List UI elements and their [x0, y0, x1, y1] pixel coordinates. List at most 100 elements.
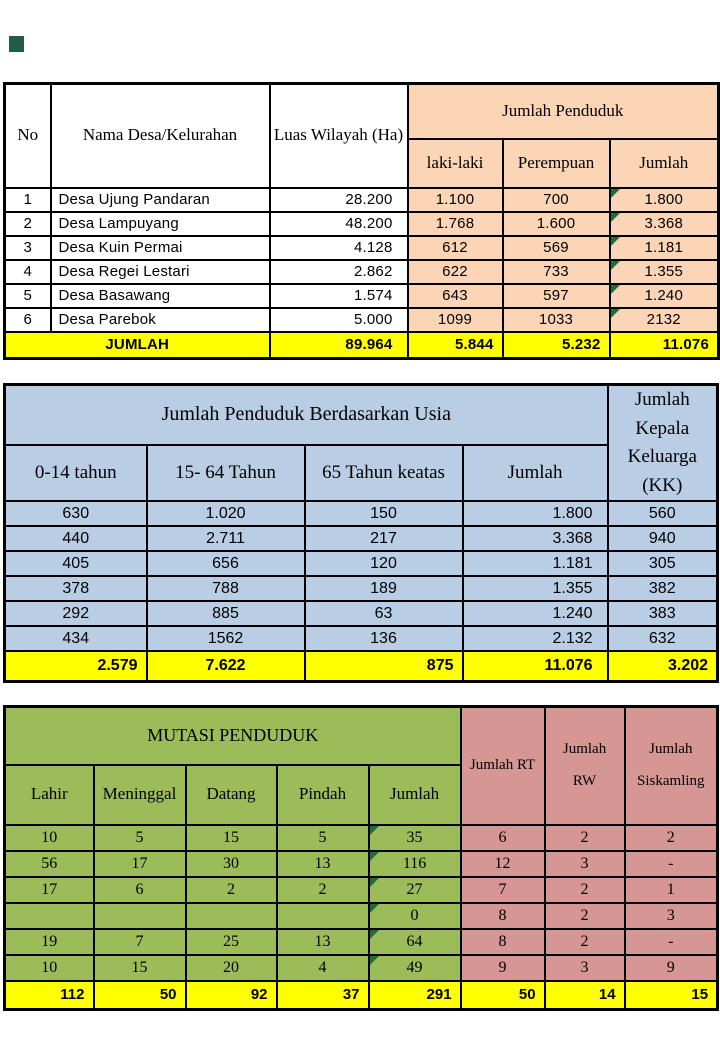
table-row: 630 1.020 150 1.800 560 [3, 500, 719, 527]
cell-born: 17 [3, 875, 95, 904]
table-row: 2 Desa Lampuyang 48.200 1.768 1.600 3.36… [3, 210, 720, 237]
table-row: 0 8 2 3 [3, 901, 719, 930]
cell-mutation-total: 116 [367, 849, 462, 878]
total-family-heads: 3.202 [606, 650, 719, 682]
cell-died: 5 [92, 823, 187, 852]
error-indicator-icon [611, 261, 620, 270]
header-village-name: Nama Desa/Kelurahan [49, 82, 271, 189]
cell-male: 612 [406, 234, 504, 261]
cell-rw: 2 [543, 901, 626, 930]
cell-siskamling: 1 [623, 875, 719, 904]
total-row: 112 50 92 37 291 50 14 15 [3, 979, 719, 1011]
table-row: 4 Desa Regei Lestari 2.862 622 733 1.355 [3, 258, 720, 285]
table-header-row: MUTASI PENDUDUK Jumlah RT Jumlah RW Juml… [3, 705, 719, 826]
cell-age-15-64: 1562 [145, 625, 306, 652]
header-age-65-plus: 65 Tahun keatas [303, 443, 464, 503]
cell-moved: 13 [275, 927, 370, 956]
table-row: 440 2.711 217 3.368 940 [3, 525, 719, 552]
cell-age-15-64: 885 [145, 600, 306, 627]
cell-moved: 5 [275, 823, 370, 852]
table-row: 378 788 189 1.355 382 [3, 575, 719, 602]
total-male: 5.844 [406, 330, 504, 360]
total-female: 5.232 [501, 330, 611, 360]
cell-age-15-64: 2.711 [145, 525, 306, 552]
cell-arrived: 15 [184, 823, 278, 852]
cell-total-value: 1.240 [644, 286, 684, 304]
cell-male: 1.100 [406, 186, 504, 213]
total-age-total: 11.076 [461, 650, 609, 682]
table-row: 5 Desa Basawang 1.574 643 597 1.240 [3, 282, 720, 309]
age-distribution-table: Jumlah Penduduk Berdasarkan Usia Jumlah … [3, 383, 720, 683]
header-moved: Pindah [275, 763, 370, 826]
cell-village-name: Desa Parebok [49, 306, 271, 333]
cell-village-name: Desa Kuin Permai [49, 234, 271, 261]
cell-family-heads: 382 [606, 575, 719, 602]
cell-age-65-plus: 217 [303, 525, 464, 552]
cell-total-value: 3.368 [644, 214, 684, 232]
cell-rt: 8 [459, 927, 546, 956]
cell-family-heads: 560 [606, 500, 719, 527]
cell-male: 1099 [406, 306, 504, 333]
cell-family-heads: 383 [606, 600, 719, 627]
cell-arrived: 25 [184, 927, 278, 956]
table-row: 6 Desa Parebok 5.000 1099 1033 2132 [3, 306, 720, 333]
cell-mutation-total: 27 [367, 875, 462, 904]
cell-no: 1 [3, 186, 52, 213]
table-header-row: Lahir Meninggal Datang Pindah Jumlah [3, 763, 718, 826]
error-indicator-icon [370, 956, 379, 965]
cell-rt: 12 [459, 849, 546, 878]
cell-age-total: 1.800 [461, 500, 609, 527]
cell-mutation-total: 49 [367, 953, 462, 982]
header-family-heads: Jumlah Kepala Keluarga (KK) [606, 383, 719, 502]
cell-arrived: 2 [184, 875, 278, 904]
cell-total: 3.368 [608, 210, 720, 237]
cell-mutation-total: 0 [367, 901, 462, 930]
cell-village-name: Desa Regei Lestari [49, 258, 271, 285]
cell-siskamling: - [623, 849, 719, 878]
cell-total: 1.355 [608, 258, 720, 285]
cell-male: 1.768 [406, 210, 504, 237]
cell-area: 48.200 [268, 210, 409, 237]
cell-total-value: 2132 [646, 310, 681, 328]
error-indicator-icon [370, 904, 379, 913]
table-row: 19 7 25 13 64 8 2 - [3, 927, 719, 956]
cell-died: 15 [92, 953, 187, 982]
cell-age-65-plus: 136 [303, 625, 464, 652]
error-indicator-icon [370, 878, 379, 887]
cell-born: 56 [3, 849, 95, 878]
cell-total: 1.240 [608, 282, 720, 309]
table-row: 10 15 20 4 49 9 3 9 [3, 953, 719, 982]
cell-age-0-14: 292 [3, 600, 148, 627]
cell-age-15-64: 656 [145, 550, 306, 577]
cell-born: 10 [3, 823, 95, 852]
total-moved: 37 [275, 979, 370, 1011]
cell-area: 2.862 [268, 258, 409, 285]
cell-mutation-total-value: 116 [402, 854, 427, 872]
cell-rw: 3 [543, 953, 626, 982]
header-area: Luas Wilayah (Ha) [268, 82, 409, 189]
header-no: No [3, 82, 52, 189]
table-row: 3 Desa Kuin Permai 4.128 612 569 1.181 [3, 234, 720, 261]
cell-rt: 7 [459, 875, 546, 904]
cell-no: 3 [3, 234, 52, 261]
cell-total-value: 1.355 [644, 262, 684, 280]
cell-moved: 4 [275, 953, 370, 982]
cell-age-total: 1.181 [461, 550, 609, 577]
table-row: 17 6 2 2 27 7 2 1 [3, 875, 719, 904]
header-arrived: Datang [184, 763, 278, 826]
header-male: laki-laki [406, 137, 504, 189]
cell-male: 643 [406, 282, 504, 309]
selection-marker [9, 36, 24, 52]
cell-mutation-total-value: 0 [410, 906, 419, 924]
cell-mutation-total: 64 [367, 927, 462, 956]
cell-female: 1.600 [501, 210, 611, 237]
header-rw: Jumlah RW [543, 705, 626, 826]
cell-age-total: 1.240 [461, 600, 609, 627]
cell-rw: 3 [543, 849, 626, 878]
cell-male: 622 [406, 258, 504, 285]
header-total: Jumlah [608, 137, 720, 189]
cell-age-65-plus: 189 [303, 575, 464, 602]
cell-rw: 2 [543, 875, 626, 904]
header-age-0-14: 0-14 tahun [3, 443, 148, 503]
